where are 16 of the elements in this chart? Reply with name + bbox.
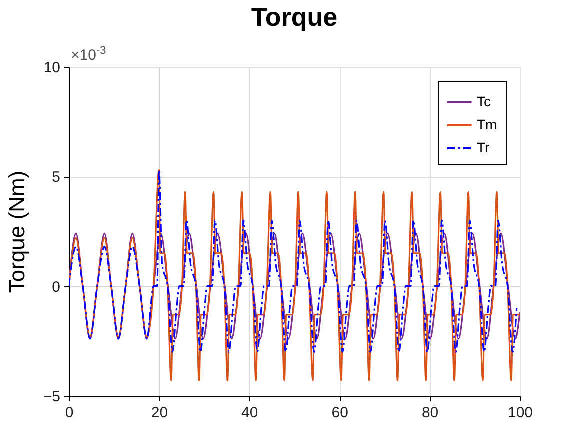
x-tick-label: 80 — [422, 404, 439, 422]
x-tick-label: 60 — [332, 404, 348, 422]
x-tick-label: 0 — [65, 404, 74, 422]
y-tick-label: −5 — [43, 388, 60, 406]
line-series — [69, 232, 520, 340]
y-tick-label: 10 — [44, 60, 60, 76]
x-tick-label: 40 — [242, 404, 258, 422]
legend-label: Tm — [477, 116, 498, 132]
y-tick-label: 0 — [52, 278, 60, 296]
legend-label: Tc — [477, 94, 491, 110]
y-tick-label: 5 — [52, 169, 60, 186]
legend-label: Tr — [477, 140, 490, 156]
x-tick-label: 100 — [508, 404, 534, 422]
chart-title: Torque — [251, 2, 338, 32]
x-tick-label: 20 — [151, 404, 168, 422]
y-axis-title: Torque (Nm) — [4, 170, 30, 294]
